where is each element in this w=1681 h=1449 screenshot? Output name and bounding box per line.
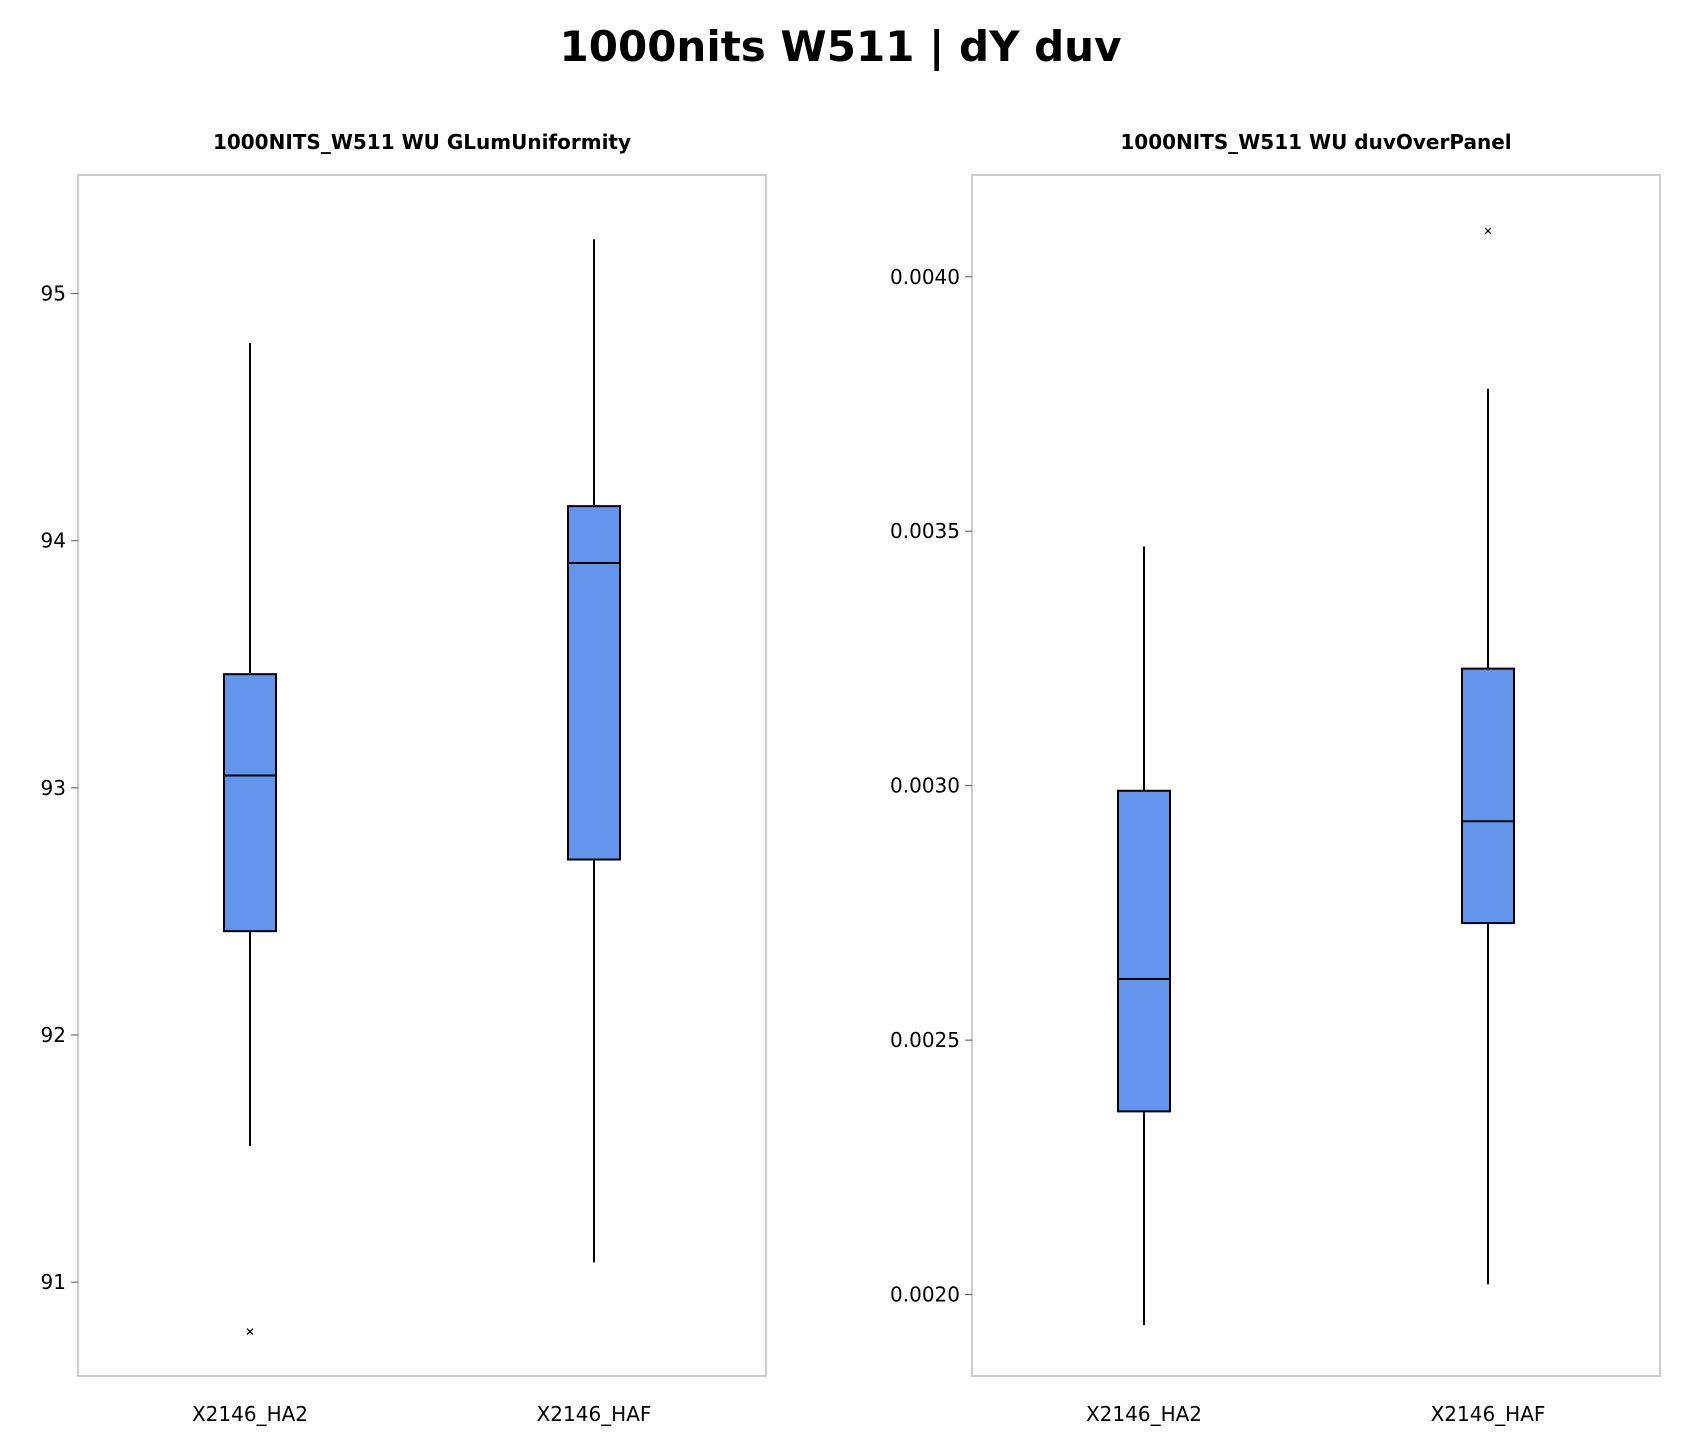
panel-2-x-tick-label: X2146_HA2: [1086, 1402, 1202, 1426]
panel-2-x-tick-label: X2146_HAF: [1431, 1402, 1546, 1426]
panel-2-title: 1000NITS_W511 WU duvOverPanel: [1120, 130, 1511, 154]
panel-2-y-tick-label: 0.0040: [890, 265, 960, 289]
panel-1-x-tick-label: X2146_HAF: [537, 1402, 652, 1426]
figure-title: 1000nits W511 | dY duv: [559, 22, 1122, 71]
panel-1-box-1-outlier-marker: [246, 1328, 254, 1335]
panel-1-y-tick-label: 91: [41, 1270, 66, 1294]
panel-2-box-1-iqr-box: [1117, 789, 1171, 1113]
panel-2-y-tick-label: 0.0035: [890, 519, 960, 543]
panel-1-y-tick-label: 94: [41, 529, 66, 553]
panel-2-box-2-outlier-marker: [1484, 227, 1492, 235]
panel-2-y-tick-label: 0.0020: [890, 1283, 960, 1307]
panel-1-y-tick-label: 93: [41, 776, 66, 800]
panel-2-box-2-iqr-box: [1461, 667, 1515, 925]
panel-1-plot-frame: [77, 174, 767, 1377]
panel-2-y-tick-label: 0.0025: [890, 1028, 960, 1052]
panel-1-x-tick-label: X2146_HA2: [192, 1402, 308, 1426]
panel-2-plot-frame: [971, 174, 1661, 1377]
panel-1-box-1-iqr-box: [223, 673, 277, 933]
panel-1-box-2-iqr-box: [567, 505, 621, 861]
panel-1-y-tick-label: 92: [41, 1023, 66, 1047]
panel-1-title: 1000NITS_W511 WU GLumUniformity: [213, 130, 631, 154]
panel-1-y-tick-label: 95: [41, 282, 66, 306]
panel-2-y-tick-label: 0.0030: [890, 774, 960, 798]
